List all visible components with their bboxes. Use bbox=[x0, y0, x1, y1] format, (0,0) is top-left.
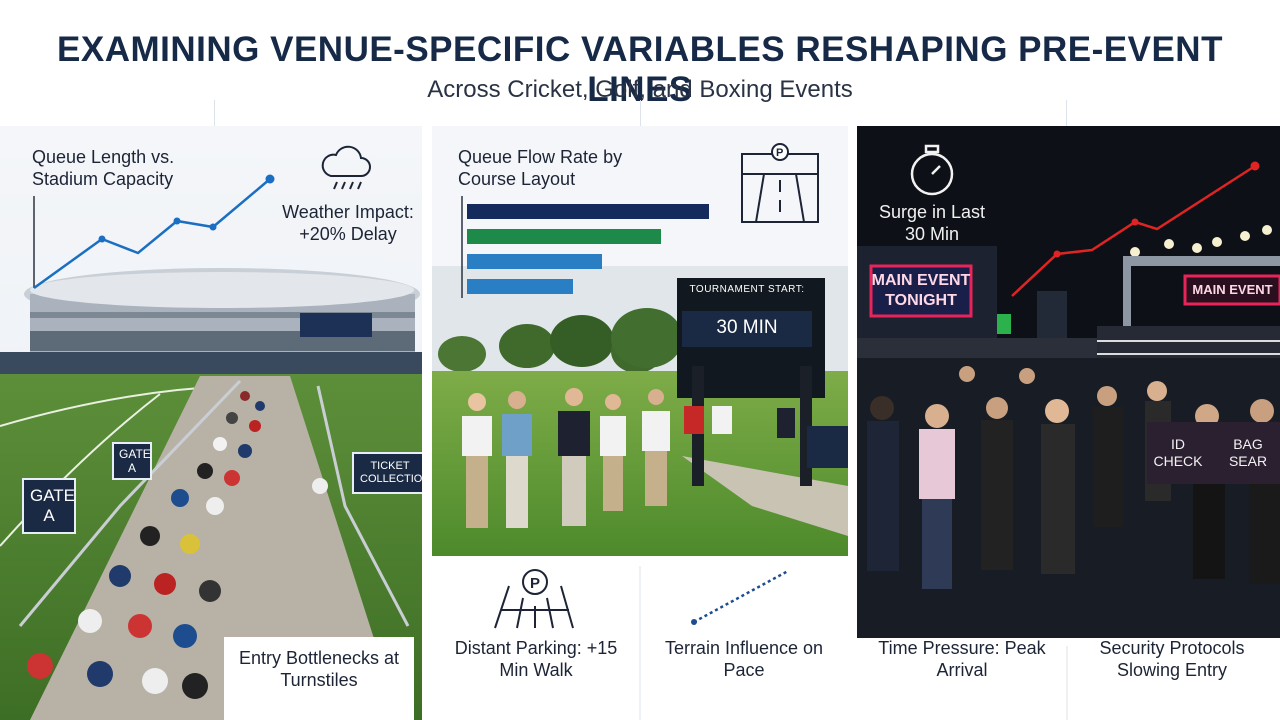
scoreboard-value: 30 MIN bbox=[716, 317, 778, 338]
main-event-sign: MAIN EVENT TONIGHT bbox=[871, 272, 971, 309]
cricket-chart-title: Queue Length vs. Stadium Capacity bbox=[32, 147, 175, 189]
golf-course-photo: P P bbox=[432, 126, 848, 720]
boxing-caption-left: Time Pressure: Peak Arrival bbox=[878, 638, 1046, 680]
divider-2 bbox=[640, 100, 641, 126]
parking-icon bbox=[494, 569, 574, 629]
svg-text:P: P bbox=[776, 147, 783, 159]
id-check-sign: ID CHECK bbox=[1153, 436, 1203, 469]
boxing-arena-photo bbox=[857, 126, 1280, 720]
cricket-panel: Queue Length vs. Stadium Capacity Weathe… bbox=[0, 126, 422, 720]
flow-bar-4 bbox=[467, 279, 573, 294]
weather-impact-label: Weather Impact: +20% Delay bbox=[282, 202, 414, 244]
flow-bar-2 bbox=[467, 229, 661, 244]
flow-bar-3 bbox=[467, 254, 602, 269]
main-event-sign-right: MAIN EVENT bbox=[1192, 282, 1273, 297]
surge-label: Surge in Last 30 Min bbox=[878, 202, 986, 244]
parking-map-icon bbox=[741, 143, 819, 223]
golf-caption-right: Terrain Influence on Pace bbox=[664, 638, 824, 680]
bag-search-sign: BAG SEAR bbox=[1228, 436, 1268, 469]
svg-text:P: P bbox=[530, 575, 540, 592]
boxing-caption-right: Security Protocols Slowing Entry bbox=[1099, 638, 1245, 680]
queue-trend-line bbox=[33, 178, 271, 290]
crowd-queue bbox=[27, 391, 328, 699]
gate-sign-small: GATE A bbox=[112, 442, 152, 480]
cricket-caption: Entry Bottlenecks at Turnstiles bbox=[224, 637, 414, 720]
golf-caption-left: Distant Parking: +15 Min Walk bbox=[454, 638, 618, 680]
main-title: EXAMINING VENUE-SPECIFIC VARIABLES RESHA… bbox=[57, 30, 1223, 109]
terrain-path-icon bbox=[691, 569, 789, 625]
flow-bar-1 bbox=[467, 204, 709, 219]
divider-1 bbox=[214, 100, 215, 126]
surge-trend-line bbox=[1011, 164, 1256, 297]
scoreboard-label: TOURNAMENT START: bbox=[689, 284, 805, 295]
subtitle: Across Cricket, Golf, and Boxing Events bbox=[427, 76, 853, 103]
gate-sign: GATE A bbox=[22, 478, 76, 534]
golf-panel: P P Queue Flow Rate by Course Layout TOU… bbox=[432, 126, 848, 720]
golfers-group bbox=[462, 388, 795, 528]
stopwatch-icon bbox=[910, 144, 954, 196]
rain-cloud-icon bbox=[321, 145, 371, 190]
boxing-panel: Surge in Last 30 Min MAIN EVENT TONIGHT … bbox=[857, 126, 1280, 720]
golf-chart-title: Queue Flow Rate by Course Layout bbox=[458, 147, 623, 189]
cricket-stadium-photo bbox=[0, 126, 422, 720]
divider-3 bbox=[1066, 100, 1067, 126]
ticket-collection-sign: TICKET COLLECTION bbox=[352, 452, 422, 494]
